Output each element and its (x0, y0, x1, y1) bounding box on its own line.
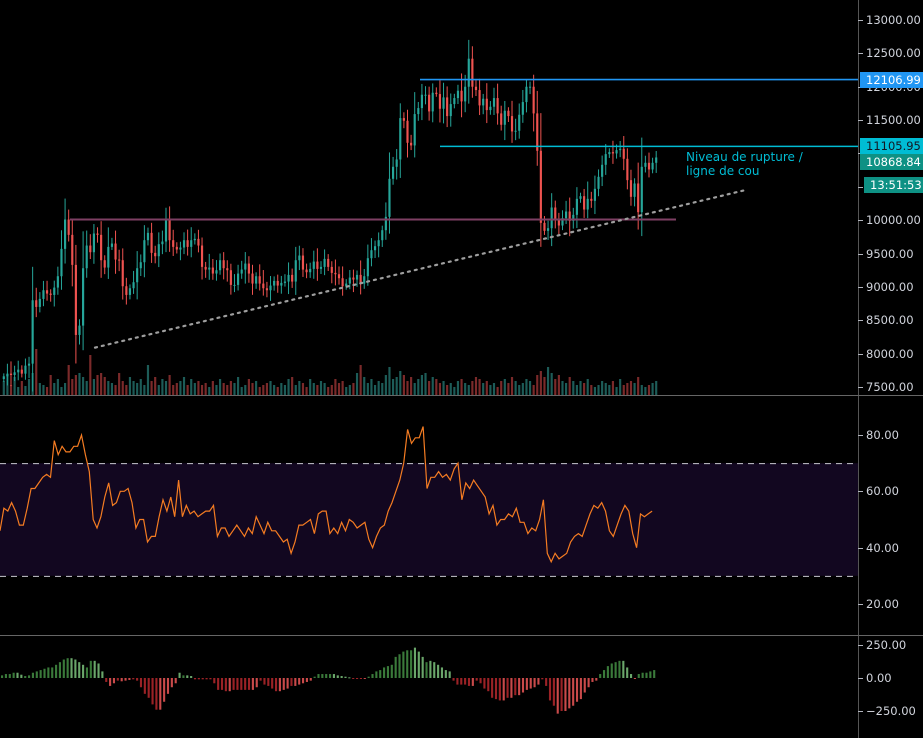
rsi-band (0, 463, 858, 577)
price-badge: 10868.84 (860, 154, 923, 171)
rsi-tick-label: 60.00 (866, 484, 899, 499)
axis-tick (858, 286, 863, 288)
price-tick-label: 9500.00 (866, 246, 914, 261)
axis-tick (858, 353, 863, 355)
axis-tick (858, 20, 863, 21)
axis-tick (858, 435, 863, 436)
axis-tick (858, 387, 863, 388)
axis-tick (858, 645, 863, 646)
axis-tick (858, 320, 863, 322)
axis-tick (858, 678, 863, 679)
histogram-bars (1, 647, 656, 714)
axis-tick (858, 220, 863, 222)
volume-bars (2, 349, 658, 395)
axis-tick (858, 186, 863, 188)
axis-tick (858, 491, 863, 493)
price-tick-label: 7500.00 (866, 380, 914, 394)
price-tick-label: 8500.00 (866, 313, 914, 328)
breakout-annotation[interactable]: Niveau de rupture / ligne de cou (686, 150, 803, 178)
ascending-trendline (93, 189, 747, 349)
price-tick-label: 13000.00 (866, 13, 921, 27)
axis-tick (858, 120, 863, 122)
candlesticks (2, 39, 658, 392)
hist-tick-label: 250.00 (866, 638, 907, 652)
price-tick-label: 8000.00 (866, 346, 914, 361)
price-badge: 11105.95 (860, 138, 923, 155)
rsi-line (0, 426, 653, 564)
rsi-tick-label: 40.00 (866, 540, 899, 555)
axis-tick (858, 711, 863, 712)
rsi-tick-label: 20.00 (866, 597, 899, 611)
axis-tick (858, 604, 863, 605)
axis-tick (858, 547, 863, 549)
price-badge: 12106.99 (860, 71, 923, 88)
price-tick-label: 12500.00 (866, 46, 921, 61)
price-tick-label: 10000.00 (866, 213, 921, 228)
countdown-badge: 13:51:53 (864, 177, 923, 193)
hist-tick-label: 0.00 (866, 671, 892, 685)
axis-tick (858, 53, 863, 55)
axis-tick (858, 253, 863, 255)
hist-tick-label: −250.00 (866, 704, 916, 718)
rsi-tick-label: 80.00 (866, 428, 899, 442)
price-tick-label: 11500.00 (866, 113, 921, 128)
drawn-lines[interactable] (70, 78, 858, 349)
price-tick-label: 9000.00 (866, 279, 914, 294)
